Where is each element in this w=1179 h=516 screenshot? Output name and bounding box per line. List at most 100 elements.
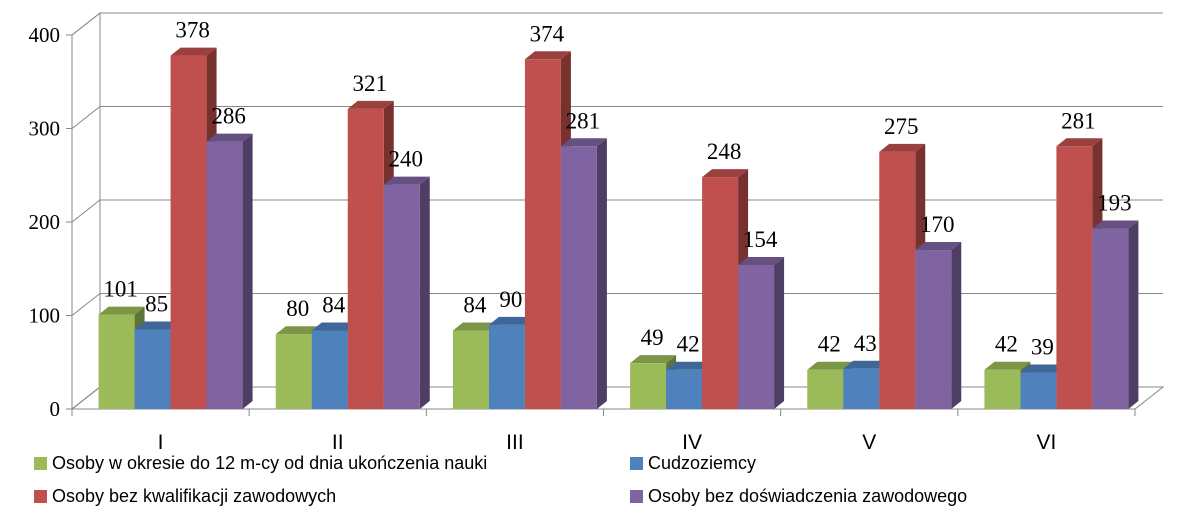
value-label: 248 xyxy=(707,139,742,164)
bar-top xyxy=(1092,220,1139,229)
legend-swatch xyxy=(630,457,643,470)
value-label: 90 xyxy=(499,287,522,312)
bar-top xyxy=(807,361,854,370)
value-label: 281 xyxy=(566,108,601,133)
value-label: 80 xyxy=(286,296,309,321)
value-label: 49 xyxy=(641,325,664,350)
bar-top xyxy=(347,100,394,109)
bar-front xyxy=(347,108,384,410)
legend-swatch xyxy=(34,490,47,503)
bar-front xyxy=(702,177,739,409)
bar-top xyxy=(170,47,217,56)
value-label: 378 xyxy=(175,18,210,43)
y-tick-label: 100 xyxy=(29,304,61,328)
value-label: 374 xyxy=(530,21,565,46)
y-tick-label: 400 xyxy=(29,23,61,47)
legend-label: Osoby w okresie do 12 m-cy od dnia ukońc… xyxy=(52,453,487,473)
legend-label: Cudzoziemcy xyxy=(648,453,756,473)
bar-front xyxy=(560,146,597,409)
legend-label: Osoby bez kwalifikacji zawodowych xyxy=(52,486,336,506)
value-label: 39 xyxy=(1031,335,1054,360)
bar-front xyxy=(275,334,312,409)
bar-top xyxy=(630,355,677,364)
y-tick-label: 0 xyxy=(50,397,61,421)
bar-front xyxy=(206,141,243,409)
bar-front xyxy=(383,184,420,409)
bar-front xyxy=(984,369,1021,409)
bar-front xyxy=(98,314,135,409)
bar-front xyxy=(134,329,171,409)
x-tick-label: IV xyxy=(682,431,702,454)
bar-front xyxy=(1056,146,1093,409)
bar-top xyxy=(134,321,181,330)
bar-top xyxy=(488,316,535,325)
bar-front xyxy=(879,151,916,409)
x-tick-label: I xyxy=(158,431,164,454)
bar-front xyxy=(452,330,489,409)
bar-front xyxy=(488,324,525,409)
value-label: 85 xyxy=(145,292,168,317)
bar xyxy=(560,138,607,409)
bar-top xyxy=(275,326,322,335)
bar-top xyxy=(452,322,499,331)
bar-top xyxy=(915,242,962,251)
bar xyxy=(383,176,430,409)
bar-front xyxy=(1020,372,1057,409)
bar-top xyxy=(984,361,1031,370)
bar xyxy=(738,257,785,409)
x-tick-label: V xyxy=(862,431,876,454)
bar-top xyxy=(702,169,749,178)
value-label: 154 xyxy=(743,227,778,252)
value-label: 84 xyxy=(322,292,346,317)
bar-side xyxy=(951,242,962,409)
value-label: 42 xyxy=(677,332,700,357)
grid-line xyxy=(71,12,1163,36)
bar xyxy=(915,242,962,409)
value-label: 43 xyxy=(854,331,877,356)
legend-label: Osoby bez doświadczenia zawodowego xyxy=(648,486,967,506)
bar-front xyxy=(807,369,844,409)
x-tick-label: VI xyxy=(1036,431,1056,454)
value-label: 321 xyxy=(353,71,388,96)
bar-top xyxy=(879,143,926,152)
bar-top xyxy=(738,257,785,266)
bar xyxy=(1092,220,1139,409)
value-label: 240 xyxy=(389,147,424,172)
bar-front xyxy=(524,59,561,410)
value-label: 84 xyxy=(463,292,487,317)
bar-top xyxy=(560,138,607,147)
value-label: 42 xyxy=(995,332,1018,357)
bar-front xyxy=(738,265,775,409)
bar-front xyxy=(843,368,880,409)
x-tick-label: III xyxy=(506,431,524,454)
value-label: 286 xyxy=(211,104,246,129)
bar-top xyxy=(843,360,890,369)
bar-front xyxy=(630,363,667,409)
bar-front xyxy=(666,369,703,409)
bar-top xyxy=(524,51,571,60)
bar xyxy=(1056,138,1103,409)
bar-top xyxy=(1056,138,1103,147)
grid-line xyxy=(71,293,1163,316)
bar-front xyxy=(915,250,952,409)
bar-top xyxy=(1020,364,1067,373)
value-label: 193 xyxy=(1097,191,1132,216)
value-label: 42 xyxy=(818,332,841,357)
grid-line xyxy=(71,199,1163,223)
bar-side xyxy=(242,133,253,409)
bar-top xyxy=(666,361,713,370)
bar xyxy=(206,133,253,409)
bar-top xyxy=(383,176,430,185)
y-tick-label: 200 xyxy=(29,210,61,234)
bar-side xyxy=(596,138,607,409)
grid-line xyxy=(71,106,1163,129)
value-label: 275 xyxy=(884,114,919,139)
bar-top xyxy=(311,322,358,331)
bar-side xyxy=(419,176,430,409)
legend-swatch xyxy=(630,490,643,503)
x-tick-label: II xyxy=(332,431,344,454)
y-tick-label: 300 xyxy=(29,117,61,141)
bar-side xyxy=(1128,220,1139,409)
bar-front xyxy=(311,330,348,409)
